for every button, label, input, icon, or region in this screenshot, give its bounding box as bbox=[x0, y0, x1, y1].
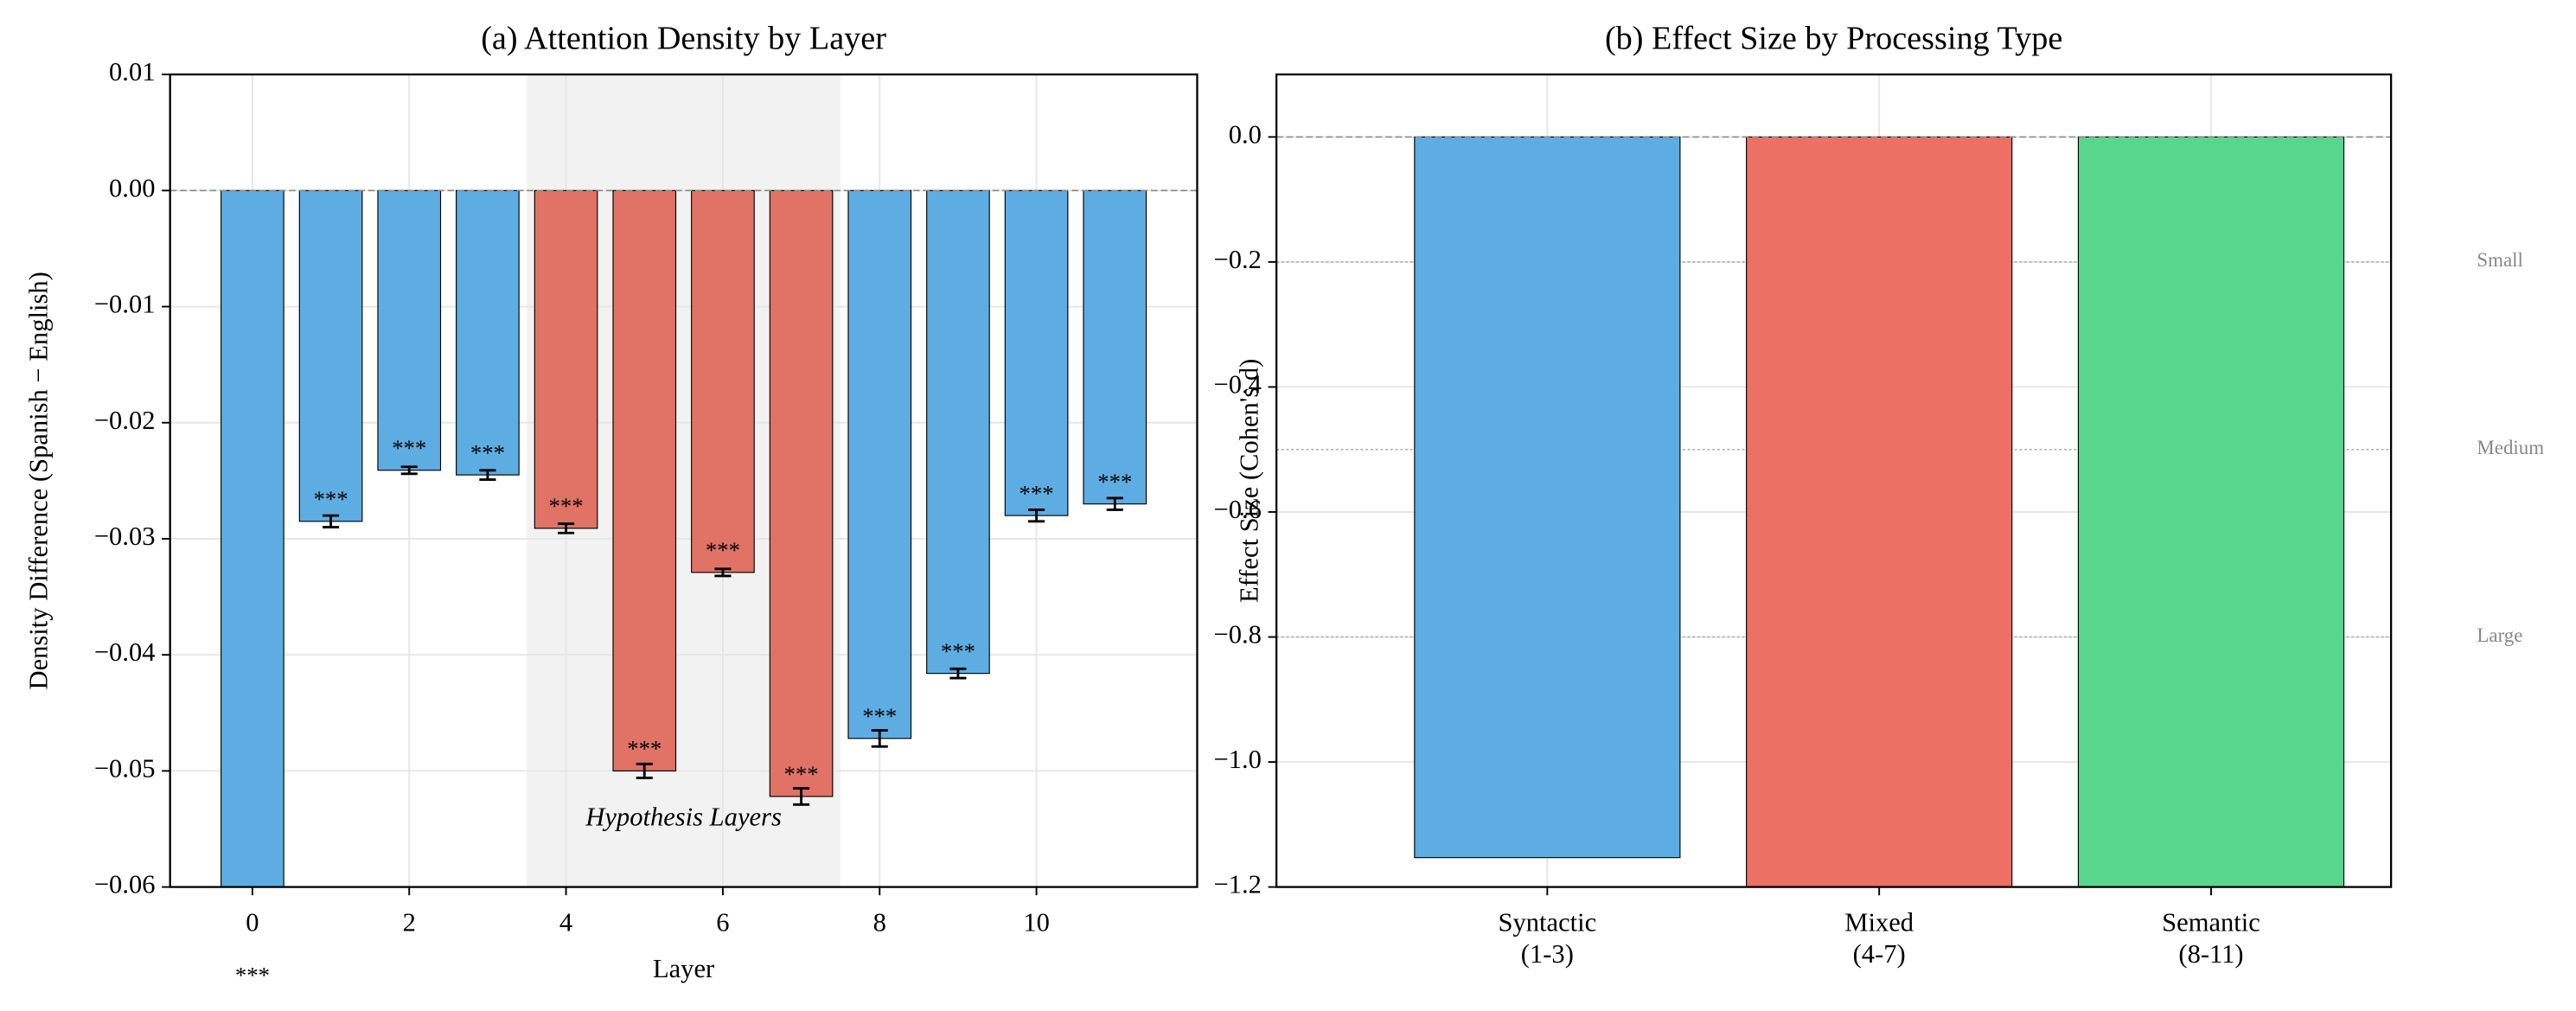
significance-label: *** bbox=[1097, 469, 1132, 495]
x-tick-label: 0 bbox=[246, 908, 259, 937]
error-bar bbox=[479, 469, 496, 481]
error-bar bbox=[949, 667, 967, 680]
significance-label: *** bbox=[941, 638, 975, 664]
y-tick-label: −0.03 bbox=[94, 521, 156, 551]
y-tick-label: −0.05 bbox=[94, 753, 156, 783]
x-tick-label: 10 bbox=[1023, 908, 1050, 937]
bar bbox=[2077, 136, 2345, 887]
x-tick-label: Mixed (4-7) bbox=[1844, 908, 1914, 969]
significance-label: *** bbox=[1020, 480, 1054, 506]
y-tick-label: 0.00 bbox=[109, 173, 155, 202]
bar bbox=[377, 189, 442, 471]
error-bar bbox=[793, 787, 810, 806]
y-axis-label: Density Difference (Spanish − English) bbox=[24, 272, 54, 689]
x-tick-label: Syntactic (1-3) bbox=[1499, 908, 1597, 969]
significance-label: *** bbox=[862, 703, 897, 729]
error-bar bbox=[636, 762, 653, 779]
y-tick-label: 0.01 bbox=[109, 57, 155, 86]
x-axis-label: Layer bbox=[653, 954, 714, 983]
significance-label: *** bbox=[314, 486, 348, 512]
significance-label: *** bbox=[470, 439, 505, 465]
bar bbox=[1746, 136, 2013, 887]
axes-frame bbox=[1275, 73, 2393, 888]
chart-title: (a) Attention Density by Layer bbox=[481, 21, 886, 57]
y-tick-label: −0.06 bbox=[94, 870, 156, 899]
y-tick-label: −0.8 bbox=[1214, 620, 1262, 649]
y-tick-label: 0.0 bbox=[1229, 119, 1262, 149]
significance-label: *** bbox=[627, 736, 662, 762]
panel: 0.0 −0.2 −0.4 −0.6 −0.8 −1.0 −1.2 Syntactic (1-3… bbox=[1214, 21, 2545, 969]
y-tick-label: −1.2 bbox=[1214, 870, 1262, 899]
bar bbox=[691, 189, 755, 573]
y-tick-label: −0.6 bbox=[1214, 495, 1262, 524]
x-tick-label: 8 bbox=[873, 908, 886, 937]
axes-frame bbox=[169, 73, 1199, 888]
y-tick-label: −0.4 bbox=[1214, 369, 1262, 399]
error-bar bbox=[558, 522, 575, 534]
chart-title: (b) Effect Size by Processing Type bbox=[1605, 21, 2062, 57]
significance-label: *** bbox=[392, 435, 426, 461]
significance-label: *** bbox=[784, 761, 819, 787]
bar bbox=[456, 189, 520, 476]
bar bbox=[847, 189, 912, 739]
plot-area bbox=[169, 74, 1198, 887]
plot-area bbox=[1276, 74, 2392, 887]
y-tick-label: −0.2 bbox=[1214, 245, 1262, 274]
x-tick-label: 4 bbox=[559, 908, 572, 937]
error-bar bbox=[323, 514, 340, 528]
panel: Hypothesis Layers 0.01 0.00 −0.01 −0.02 −0.03… bbox=[24, 21, 1199, 988]
highlight-label: Hypothesis Layers bbox=[585, 802, 782, 831]
x-tick-label: 6 bbox=[716, 908, 729, 937]
y-tick-label: −1.0 bbox=[1214, 745, 1262, 774]
bar bbox=[221, 189, 284, 887]
bar bbox=[298, 189, 363, 522]
significance-label: *** bbox=[235, 962, 270, 988]
threshold-label: Medium bbox=[2477, 437, 2544, 458]
y-tick-label: −0.04 bbox=[94, 637, 156, 667]
bar bbox=[612, 189, 677, 771]
error-bar bbox=[714, 567, 732, 578]
bar bbox=[1004, 189, 1069, 516]
error-bar bbox=[1106, 496, 1123, 511]
bar bbox=[1083, 189, 1147, 505]
significance-label: *** bbox=[549, 493, 584, 519]
error-bar bbox=[871, 728, 888, 748]
y-tick-label: −0.01 bbox=[94, 290, 156, 319]
bar bbox=[1414, 136, 1681, 859]
x-tick-label: Semantic (8-11) bbox=[2162, 908, 2260, 969]
bar bbox=[534, 189, 598, 529]
error-bar bbox=[400, 465, 418, 476]
bar bbox=[926, 189, 990, 675]
significance-label: *** bbox=[706, 537, 740, 563]
error-bar bbox=[1028, 508, 1045, 523]
x-tick-label: 2 bbox=[403, 908, 416, 937]
y-axis-label: Effect Size (Cohen's d) bbox=[1235, 359, 1264, 603]
y-tick-label: −0.02 bbox=[94, 406, 156, 435]
bar bbox=[769, 189, 834, 797]
threshold-label: Large bbox=[2477, 624, 2522, 646]
threshold-label: Small bbox=[2477, 249, 2522, 271]
